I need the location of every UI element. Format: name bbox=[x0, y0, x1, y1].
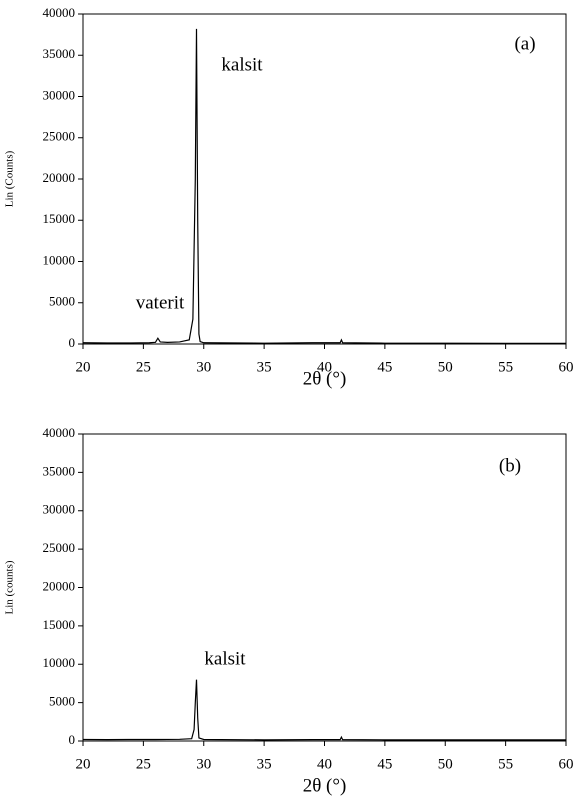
y-tick-label: 15000 bbox=[43, 617, 76, 632]
y-tick-label: 25000 bbox=[43, 540, 76, 555]
y-tick-label: 0 bbox=[69, 335, 76, 350]
annotation: (b) bbox=[499, 455, 521, 476]
x-tick-label: 30 bbox=[196, 756, 211, 772]
plot-frame bbox=[83, 434, 566, 741]
y-tick-label: 10000 bbox=[43, 252, 76, 267]
y-tick-label: 0 bbox=[69, 732, 76, 747]
annotation: kalsit bbox=[204, 648, 246, 669]
y-tick-label: 30000 bbox=[43, 502, 76, 517]
y-tick-label: 35000 bbox=[43, 463, 76, 478]
annotation: vaterit bbox=[136, 292, 185, 313]
x-axis-label: 2θ (°) bbox=[303, 368, 347, 389]
y-tick-label: 40000 bbox=[43, 5, 76, 20]
x-tick-label: 45 bbox=[377, 359, 392, 375]
y-tick-label: 20000 bbox=[43, 578, 76, 593]
x-tick-label: 25 bbox=[136, 359, 151, 375]
y-tick-label: 5000 bbox=[49, 294, 75, 309]
x-tick-label: 40 bbox=[317, 756, 332, 772]
x-tick-label: 60 bbox=[559, 756, 574, 772]
y-tick-label: 35000 bbox=[43, 46, 76, 61]
y-axis-label: Lin (Counts) bbox=[4, 150, 16, 207]
x-tick-label: 35 bbox=[257, 359, 272, 375]
figure: 0 5000 10000 15000 20000 25000 30000 35000 40000… bbox=[0, 0, 583, 802]
y-tick-label: 30000 bbox=[43, 87, 76, 102]
y-tick-label: 10000 bbox=[43, 655, 76, 670]
y-axis-label: Lin (counts) bbox=[4, 560, 16, 614]
x-tick-label: 30 bbox=[196, 359, 211, 375]
x-axis-label: 2θ (°) bbox=[303, 775, 347, 796]
x-tick-label: 55 bbox=[498, 359, 513, 375]
x-tick-label: 20 bbox=[76, 756, 91, 772]
y-tick-label: 20000 bbox=[43, 170, 76, 185]
data-line bbox=[83, 680, 566, 740]
y-tick-label: 15000 bbox=[43, 211, 76, 226]
x-tick-label: 20 bbox=[76, 359, 91, 375]
y-tick-label: 40000 bbox=[43, 425, 76, 440]
x-tick-label: 45 bbox=[377, 756, 392, 772]
x-tick-label: 50 bbox=[438, 756, 453, 772]
x-tick-label: 50 bbox=[438, 359, 453, 375]
y-tick-label: 5000 bbox=[49, 694, 75, 709]
x-tick-label: 60 bbox=[559, 359, 574, 375]
x-tick-label: 55 bbox=[498, 756, 513, 772]
y-tick-label: 25000 bbox=[43, 129, 76, 144]
annotation: kalsit bbox=[221, 54, 263, 75]
x-tick-label: 25 bbox=[136, 756, 151, 772]
x-tick-label: 35 bbox=[257, 756, 272, 772]
annotation: (a) bbox=[514, 33, 535, 54]
